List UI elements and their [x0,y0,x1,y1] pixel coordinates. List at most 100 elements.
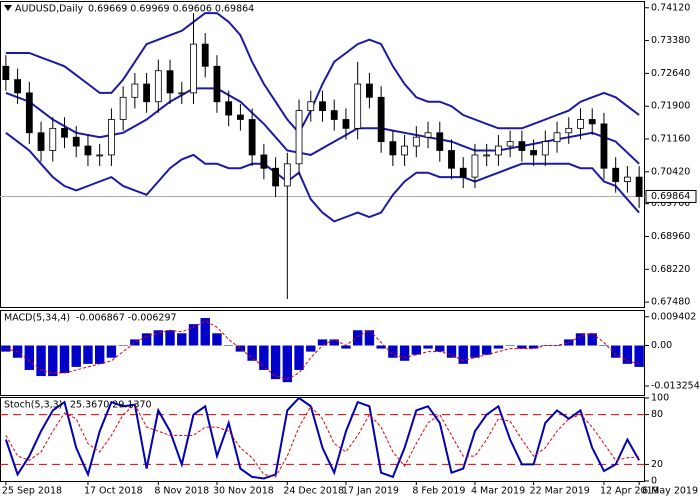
main-panel [0,1,645,308]
candle-body [61,127,68,138]
macd-bar [223,345,234,347]
macd-bar [317,339,328,346]
macd-bar [153,330,164,346]
macd-bar [59,345,70,374]
candle-body [354,83,362,129]
candle-body [424,132,432,138]
x-tick-label: 24 Dec 2018 [283,486,344,497]
macd-bar [177,333,187,346]
macd-bar [212,333,222,346]
x-tick-label: 17 Oct 2018 [84,486,143,497]
macd-bar [200,318,210,346]
macd-bar [141,333,152,346]
candle-body [25,92,33,134]
macd-bar [376,345,386,349]
y-tick-label: 0.009402 [651,311,696,322]
indicator-line [5,320,640,380]
y-tick-label: 0.68960 [651,231,690,242]
candle-body [272,167,279,187]
candle-body [319,101,326,112]
candle-body [2,65,10,80]
candle-body [588,119,596,125]
candle-body [283,163,291,187]
x-tick-label: 4 Mar 2019 [471,486,525,497]
y-tick-label: 0.71900 [651,101,690,112]
y-tick-label: 80 [651,409,663,420]
plot-layer [0,7,649,482]
candle-body [412,136,420,147]
macd-bar [1,345,11,352]
candle-body [624,176,631,182]
macd-bar [575,333,586,346]
indicator-line [5,12,640,135]
candle-body [366,83,373,98]
candle-body [459,167,467,178]
stoch-values: 25.3670 29.1370 [70,400,152,411]
candle-body [72,136,80,147]
y-tick-label: 0 [651,476,657,487]
y-tick-label: 0.74120 [651,2,690,13]
symbol-icon [4,5,12,11]
candle-body [119,96,127,120]
macd-bar [517,345,527,349]
y-tick-label: 0.71160 [651,133,690,144]
candle-body [612,167,620,182]
macd-bar [458,345,468,364]
macd-bar [528,345,539,349]
y-tick-label: 20 [651,459,663,470]
y-tick-label: 100 [651,393,669,404]
candle-body [401,145,408,156]
candle-body [154,70,162,103]
candle-body [225,101,233,116]
x-tick-label: 22 Mar 2019 [530,486,590,497]
candle-body [14,79,21,94]
x-tick-label: 8 Nov 2018 [154,486,209,497]
y-tick-label: -0.013254 [651,381,700,392]
candle-body [541,141,549,156]
macd-bar [165,330,175,346]
candle-body [471,154,479,178]
x-tick-label: 8 Feb 2019 [412,486,465,497]
macd-bar [352,330,363,346]
macd-bar [446,345,457,358]
candle-body [108,119,115,156]
candle-body [201,43,209,67]
macd-bar [130,339,140,346]
macd-bar [481,345,492,355]
candle-body [178,92,186,95]
candle-body [342,119,350,129]
macd-bar [282,345,293,383]
candle-body [84,145,92,156]
macd-bar [270,345,281,380]
macd-bar [247,345,257,361]
macd-bar [36,345,46,377]
macd-bar [364,330,375,346]
candle-body [506,141,514,147]
macd-bar [341,345,351,349]
x-tick-label: 25 Sep 2018 [2,486,62,497]
macd-bar [118,345,128,347]
macd-bar [83,345,93,364]
candle-body [49,127,57,151]
macd-bar [306,345,316,352]
price-label: 0.69864 [651,191,690,202]
macd-bar [505,345,515,347]
candle-body [495,145,502,156]
macd-title: MACD(5,34,4) [4,313,70,324]
candle-body [553,132,561,143]
x-tick-label: 17 Jan 2019 [342,486,399,497]
candle-body [330,110,338,120]
chart-title: AUDUSD,Daily [15,4,84,15]
macd-bar [610,345,621,358]
candle-body [131,83,139,98]
y-tick-label: 0.73380 [651,35,690,46]
candle-body [237,114,244,120]
candle-body [190,43,197,94]
macd-bar [470,345,480,358]
indicator-line [4,396,640,480]
candle-body [436,132,444,151]
y-tick-label: 0.69700 [651,198,690,209]
indicator-line [5,403,640,478]
candle-body [635,176,643,197]
